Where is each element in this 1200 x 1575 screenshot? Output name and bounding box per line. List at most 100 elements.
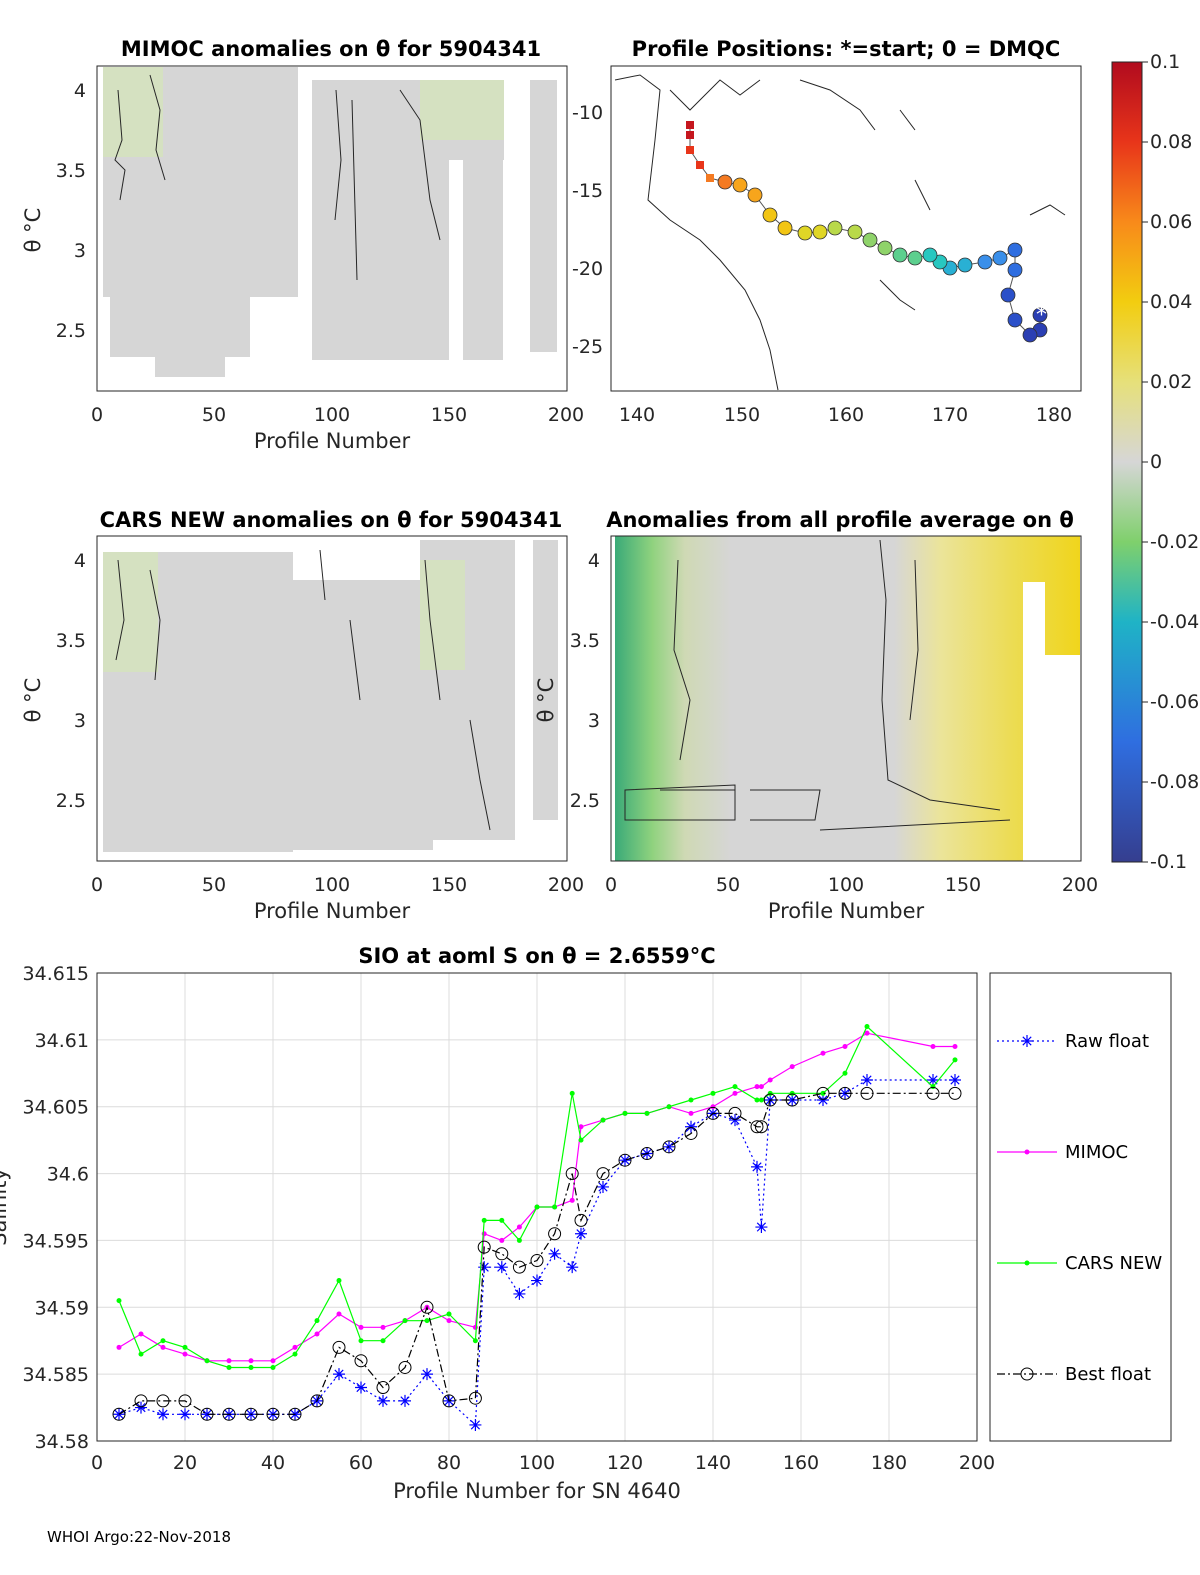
data-point-dot [930,1084,936,1090]
data-point-dot [930,1044,936,1050]
data-point-dot [336,1278,342,1284]
colorbar-ticks: 0.1 0.08 0.06 0.04 0.02 0 -0.02 -0.04 -0.06 -0.08… [1142,51,1199,873]
data-point-circle [398,1360,412,1374]
colorbar-tick-label: 0 [1150,451,1162,473]
salinity-chart: SIO at aoml S on θ = 2.6559°C 0 20 40 60 80 1… [0,944,1172,1503]
data-point-star [531,1274,543,1287]
positions-xtick: 150 [724,404,760,426]
data-point-dot [767,1090,773,1096]
data-point-dot [552,1204,558,1210]
cars-field-d [533,540,558,820]
chart-axes [96,972,978,1442]
data-point-circle [754,1120,768,1134]
data-point-circle [750,1120,764,1134]
data-point-dot [767,1077,773,1083]
positions-xtick: 170 [932,404,968,426]
positions-title: Profile Positions: *=start; 0 = DMQC [632,37,1061,61]
data-point-star [399,1394,411,1407]
data-point-star [478,1261,491,1274]
data-point-dot [116,1298,122,1304]
data-point-star [729,1114,741,1127]
data-point-dot [402,1318,408,1324]
legend-label: Raw float [1065,1031,1149,1052]
position-marker [706,174,714,182]
chart-xlabel: Profile Number for SN 4640 [393,1479,681,1503]
data-point-dot [732,1090,738,1096]
mimoc-ytick: 4 [74,80,86,102]
data-point-circle [728,1106,742,1120]
data-point-dot [710,1090,716,1096]
data-point-dot [534,1204,540,1210]
mimoc-ylabel: θ °C [21,208,45,253]
avg-gap-a [1023,582,1045,861]
data-point-star [566,1261,579,1274]
x-tick-label: 80 [437,1452,461,1474]
positions-xtick: 140 [619,404,655,426]
position-marker [686,121,694,129]
mimoc-xlabel: Profile Number [254,429,411,453]
data-point-dot [516,1224,522,1230]
x-tick-label: 200 [959,1452,995,1474]
cars-xtick: 100 [314,874,350,896]
position-marker [732,177,748,193]
position-marker [1000,287,1016,303]
mimoc-ytick: 3.5 [56,160,86,182]
data-point-dot [446,1318,452,1324]
data-point-circle [477,1240,491,1254]
avg-ytick: 4 [588,550,600,572]
positions-xtick: 160 [828,404,864,426]
chart-xticks: 0 20 40 60 80 100 120 140 160 180 200 [91,1452,995,1474]
data-point-dot [754,1084,760,1090]
data-point-circle [200,1407,214,1421]
y-tick-label: 34.59 [35,1297,89,1319]
mimoc-field-g [530,80,557,352]
data-point-star [201,1408,213,1421]
data-point-circle [706,1106,720,1120]
data-point-dot [358,1324,364,1330]
data-point-dot [160,1338,166,1344]
series-line [118,1032,955,1362]
cars-xlabel: Profile Number [254,899,411,923]
colorbar-tick-label: 0.06 [1150,211,1192,233]
cars-xtick: 200 [548,874,584,896]
data-point-dot [292,1344,298,1350]
legend-item: Raw float [997,1031,1149,1052]
positions-ytick: -10 [572,102,603,124]
data-point-star [157,1408,169,1421]
data-point-dot [864,1023,870,1029]
mimoc-xtick: 0 [91,404,103,426]
chart-title: SIO at aoml S on θ = 2.6559°C [358,944,715,968]
cars-xtick: 150 [431,874,467,896]
data-point-dot [758,1084,764,1090]
colorbar-ramp [1111,61,1143,863]
colorbar-tick-label: -0.1 [1150,851,1187,873]
data-point-dot [820,1090,826,1096]
cars-ytick: 3 [74,710,86,732]
data-point-circle [530,1253,544,1267]
y-tick-label: 34.615 [23,963,89,985]
colorbar-tick-label: 0.08 [1150,131,1192,153]
data-point-circle [763,1093,777,1107]
start-marker-icon: * [1036,303,1047,328]
data-point-circle [785,1093,799,1107]
data-point-star [949,1073,961,1086]
footer-stamp: WHOI Argo:22-Nov-2018 [47,1528,231,1546]
x-tick-label: 180 [871,1452,907,1474]
avg-xtick: 50 [716,874,740,896]
data-point-star [548,1247,561,1260]
position-marker [992,250,1008,266]
data-point-dot [472,1324,478,1330]
cars-ylabel: θ °C [21,678,45,723]
avg-xlabel: Profile Number [768,899,925,923]
position-marker [696,161,704,169]
data-point-circle [310,1394,324,1408]
data-point-circle [376,1381,390,1395]
y-tick-label: 34.58 [35,1431,89,1453]
position-marker [762,207,778,223]
data-point-circle [948,1086,962,1100]
positions-ytick: -20 [572,258,603,280]
legend-swatch-marker [1024,1260,1030,1266]
data-point-star [755,1221,768,1234]
data-point-dot [666,1104,672,1110]
avg-field [615,536,1080,861]
